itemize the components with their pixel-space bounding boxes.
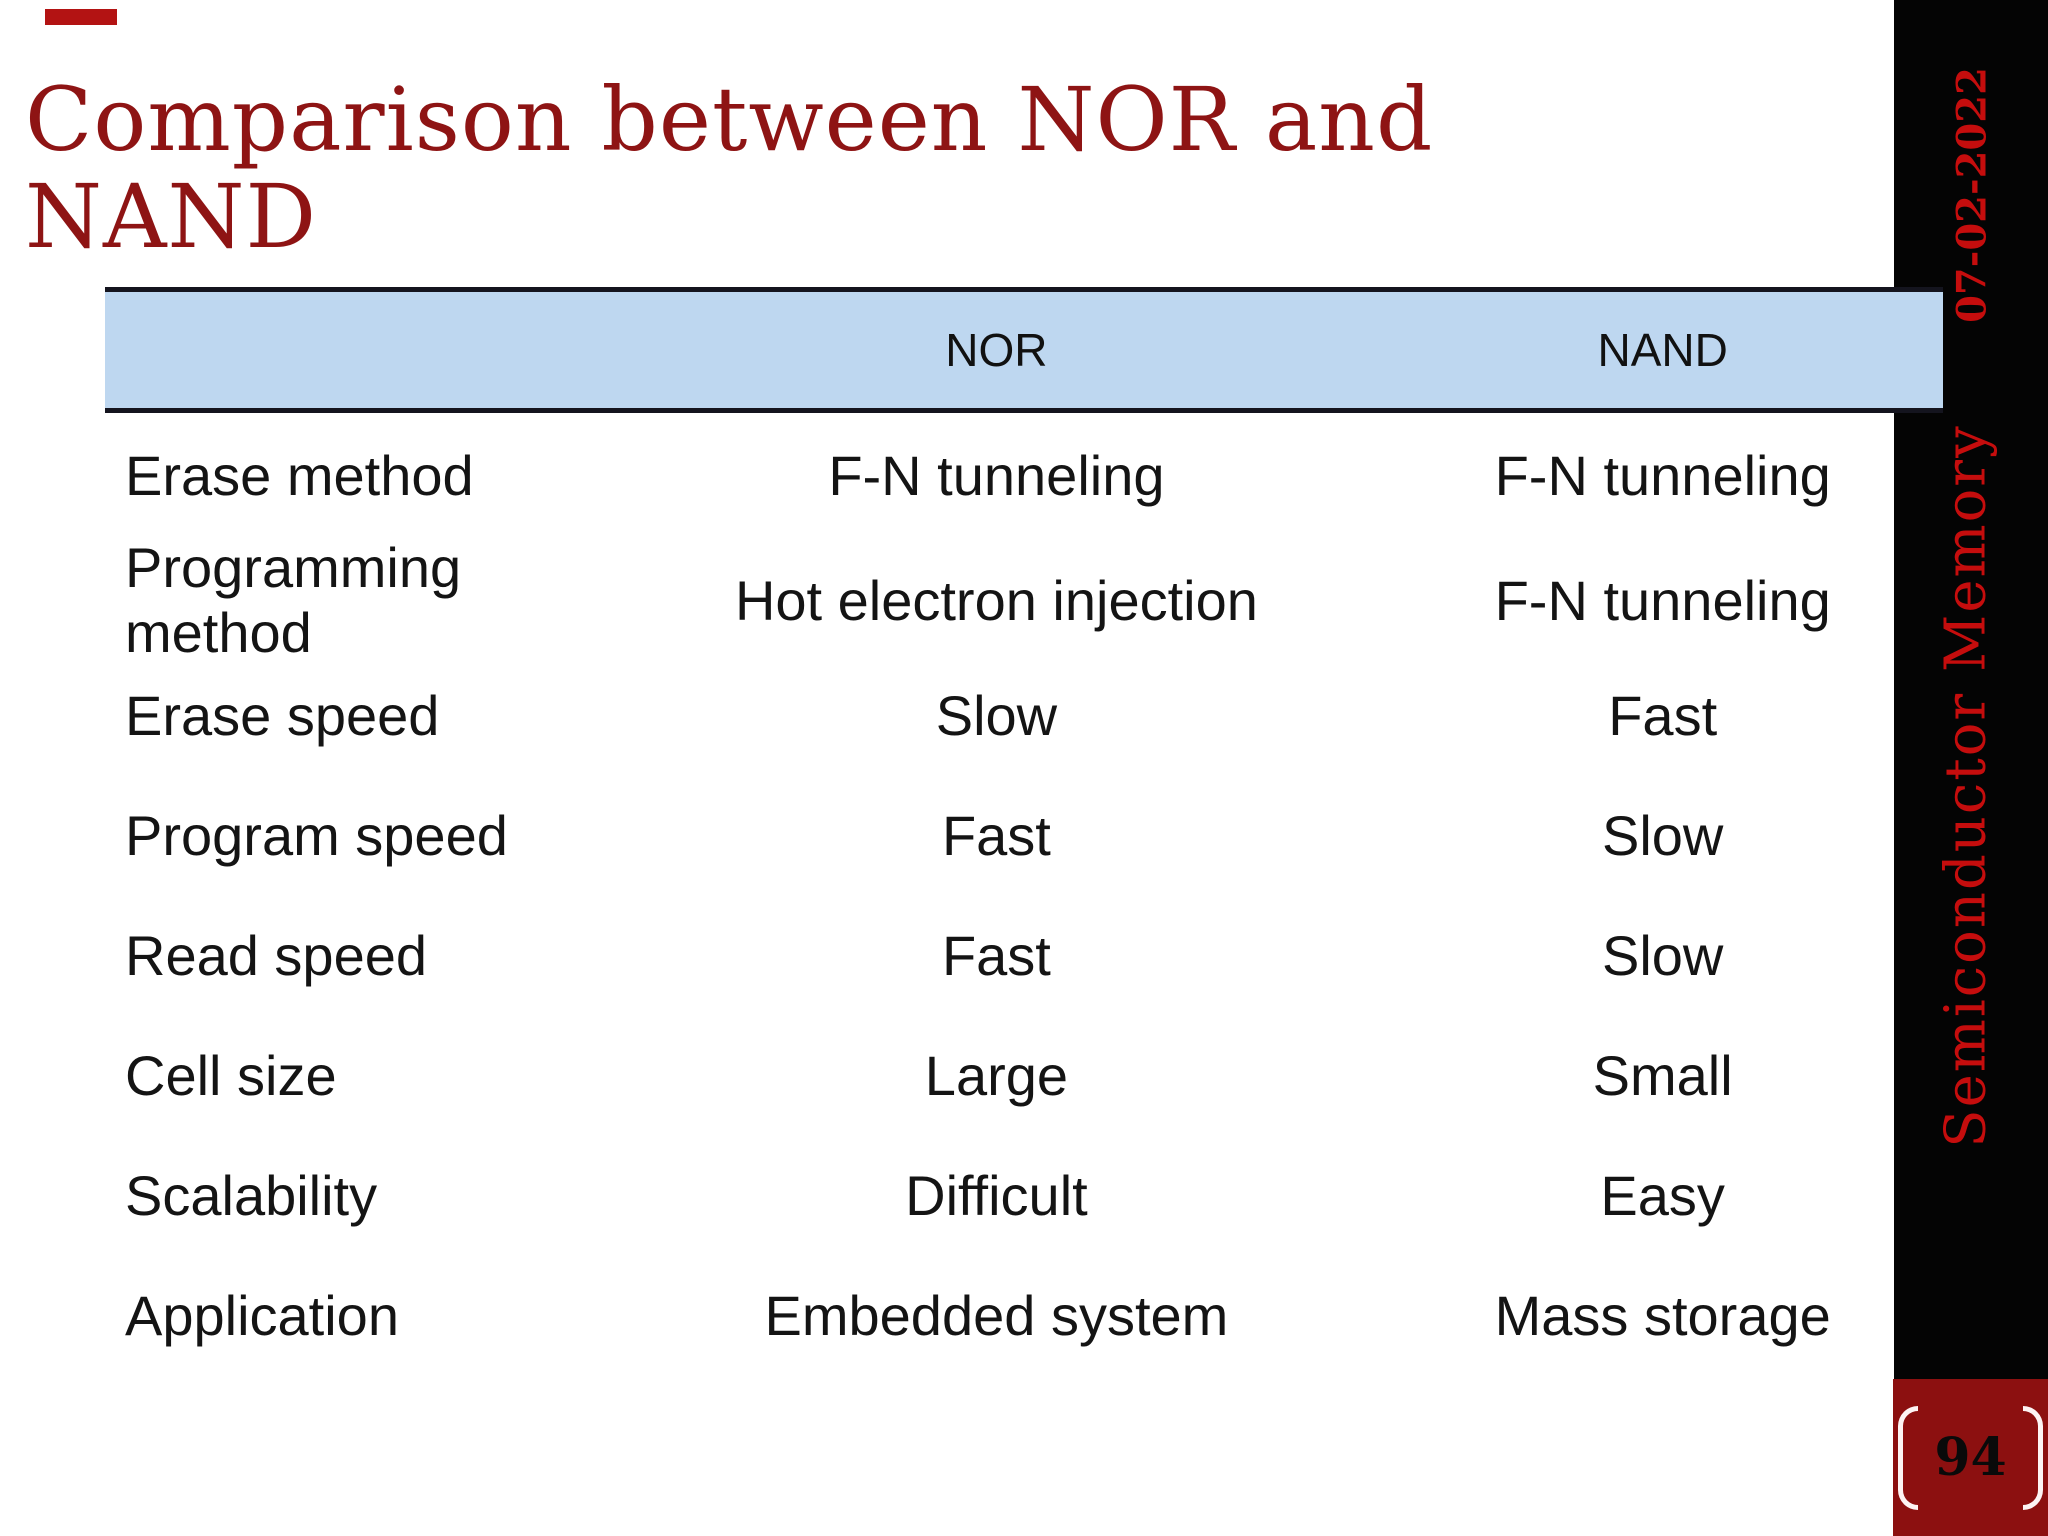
table-row: Application Embedded system Mass storage	[105, 1255, 1943, 1375]
accent-dash	[45, 9, 117, 25]
table-row: Program speed Fast Slow	[105, 775, 1943, 895]
row-nor-value: Hot electron injection	[734, 568, 1258, 632]
row-label: Read speed	[125, 923, 428, 987]
row-nor-value: F-N tunneling	[828, 443, 1165, 507]
row-nor-value: Slow	[935, 683, 1058, 747]
row-nand-value: F-N tunneling	[1494, 443, 1831, 507]
row-nand-value: Fast	[1608, 683, 1718, 747]
right-bracket-icon	[2022, 1405, 2043, 1510]
row-nand-value: Slow	[1601, 923, 1724, 987]
table-row: Erase speed Slow Fast	[105, 655, 1943, 775]
table-header-nor: NOR	[945, 324, 1048, 376]
comparison-table: NOR NAND Erase method F-N tunneling F-N …	[105, 287, 1943, 1375]
table-row: Cell size Large Small	[105, 1015, 1943, 1135]
table-row: Programming method Hot electron injectio…	[105, 535, 1943, 664]
row-nand-value: Small	[1592, 1043, 1733, 1107]
page-number: 94	[1934, 1427, 2007, 1488]
table-header-nand: NAND	[1597, 324, 1728, 376]
row-label: Program speed	[125, 803, 508, 867]
row-nor-value: Fast	[941, 803, 1051, 867]
row-nor-value: Difficult	[905, 1163, 1088, 1227]
left-bracket-icon	[1898, 1405, 1919, 1510]
slide-title: Comparison between NOR and NAND	[25, 68, 1434, 268]
row-label: Scalability	[125, 1163, 378, 1227]
row-nor-value: Large	[924, 1043, 1069, 1107]
row-label: Erase method	[125, 443, 474, 507]
table-row: Read speed Fast Slow	[105, 895, 1943, 1015]
sidebar-course-title: Semiconductor Memory	[1933, 424, 1999, 1148]
row-nor-value: Fast	[941, 923, 1051, 987]
row-nor-value: Embedded system	[764, 1283, 1229, 1347]
table-row: Scalability Difficult Easy	[105, 1135, 1943, 1255]
table-header-row: NOR NAND	[105, 287, 1943, 413]
row-label: Application	[125, 1283, 399, 1347]
row-label: Cell size	[125, 1043, 337, 1107]
row-nand-value: F-N tunneling	[1494, 568, 1831, 632]
table-body: Erase method F-N tunneling F-N tunneling…	[105, 413, 1943, 1375]
page-number-box: 94	[1893, 1379, 2048, 1536]
row-nand-value: Mass storage	[1494, 1283, 1831, 1347]
row-nand-value: Slow	[1601, 803, 1724, 867]
table-row: Erase method F-N tunneling F-N tunneling	[105, 415, 1943, 535]
row-label: Programming method	[125, 536, 462, 664]
sidebar-bar	[1894, 0, 2048, 1536]
row-label: Erase speed	[125, 683, 440, 747]
sidebar-date: 07-02-2022	[1948, 67, 1996, 323]
row-nand-value: Easy	[1600, 1163, 1725, 1227]
